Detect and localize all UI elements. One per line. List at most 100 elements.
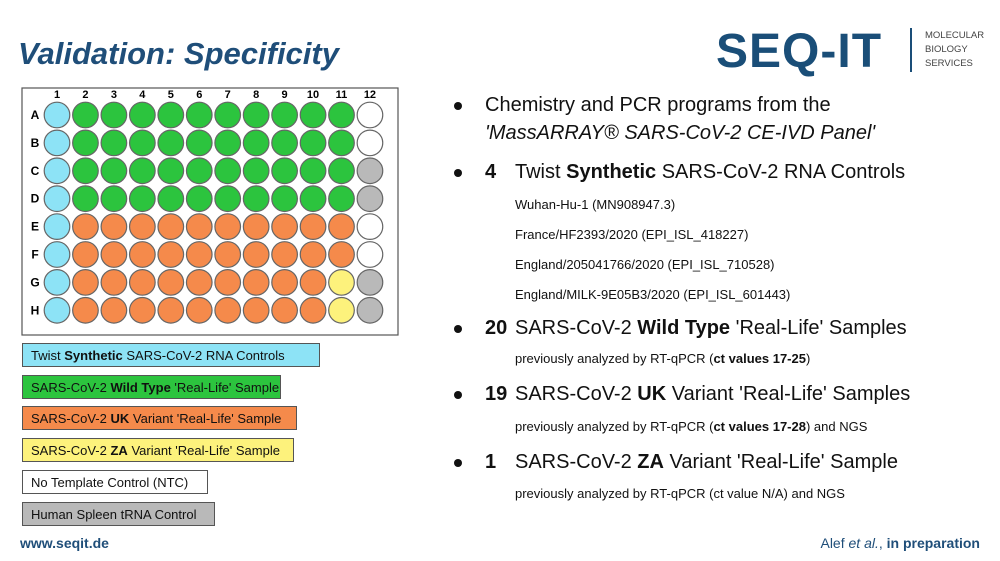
row-label: G xyxy=(30,275,39,289)
text-run: Twist xyxy=(515,161,567,183)
legend-item: No Template Control (NTC) xyxy=(22,469,208,494)
text-run: Variant 'Real-Life' Sample xyxy=(129,411,282,427)
well xyxy=(356,185,384,213)
well xyxy=(214,129,242,157)
well xyxy=(242,213,270,241)
text-run: in preparation xyxy=(886,535,980,551)
well xyxy=(72,185,99,213)
column-label: 3 xyxy=(111,89,117,101)
logo: SEQ-IT xyxy=(716,25,883,78)
well xyxy=(242,129,270,157)
count: 20 xyxy=(485,317,508,339)
text-run: Wild Type xyxy=(637,317,731,339)
well xyxy=(157,296,185,324)
text-run: Variant 'Real-Life' Samples xyxy=(666,383,911,405)
text-run: Synthetic xyxy=(64,348,123,363)
well xyxy=(271,157,299,185)
well xyxy=(128,101,156,129)
well xyxy=(299,213,327,241)
well xyxy=(242,101,270,129)
text-run: , xyxy=(878,535,887,551)
well xyxy=(72,296,99,324)
well xyxy=(242,241,270,268)
well xyxy=(271,241,299,268)
text-run: England/205041766/2020 (EPI_ISL_710528) xyxy=(515,257,775,272)
text-run: ZA xyxy=(637,451,664,473)
well xyxy=(356,241,384,268)
well xyxy=(43,101,71,129)
well xyxy=(299,296,327,324)
well xyxy=(128,185,156,213)
well xyxy=(299,185,327,213)
text-run: 'Real-Life' Sample xyxy=(170,379,280,395)
well xyxy=(157,129,185,157)
well xyxy=(100,185,128,213)
legend-item: SARS-CoV-2 UK Variant 'Real-Life' Sample xyxy=(22,406,297,431)
well xyxy=(271,296,299,324)
well xyxy=(157,241,185,268)
text-run: Twist xyxy=(31,348,65,363)
well xyxy=(242,296,270,324)
row-label: B xyxy=(31,136,40,150)
column-label: 12 xyxy=(364,89,376,101)
well xyxy=(43,213,71,241)
well xyxy=(128,213,156,241)
well xyxy=(100,241,128,268)
text-run: previously analyzed by RT-qPCR ( xyxy=(515,351,714,366)
well xyxy=(356,129,384,157)
citation: Alef et al., in preparation xyxy=(820,535,980,551)
well xyxy=(214,185,242,213)
well xyxy=(328,101,355,129)
well xyxy=(242,157,270,185)
well xyxy=(43,241,71,268)
text-run: ct values 17-28 xyxy=(713,419,806,434)
well xyxy=(214,296,242,324)
text-run: Variant 'Real-Life' Sample xyxy=(663,451,898,473)
bullet-detail: previously analyzed by RT-qPCR (ct value… xyxy=(515,485,845,503)
text-run: SARS-CoV-2 xyxy=(31,411,111,427)
column-label: 4 xyxy=(139,89,146,101)
well xyxy=(128,129,156,157)
well xyxy=(299,241,327,268)
bullet-text: Chemistry and PCR programs from the xyxy=(485,92,831,118)
well xyxy=(128,296,156,324)
text-run: ) and NGS xyxy=(805,419,868,434)
well xyxy=(299,129,327,157)
well xyxy=(100,157,128,185)
well xyxy=(299,269,327,296)
text-run: Wuhan-Hu-1 (MN908947.3) xyxy=(515,197,676,212)
text-run: Wild Type xyxy=(110,379,171,395)
well xyxy=(328,157,355,185)
text-run: SARS-CoV-2 xyxy=(515,317,638,339)
text-run: Variant 'Real-Life' Sample xyxy=(127,443,280,459)
well xyxy=(157,101,185,129)
well xyxy=(185,269,213,296)
count: 1 xyxy=(485,451,497,473)
well xyxy=(214,241,242,268)
row-label: D xyxy=(31,192,40,206)
well xyxy=(100,213,128,241)
well xyxy=(128,269,156,296)
row-label: H xyxy=(31,303,40,317)
bullet xyxy=(454,459,462,467)
well xyxy=(328,241,355,268)
text-run: No Template Control (NTC) xyxy=(31,474,189,490)
column-label: 10 xyxy=(307,89,319,101)
logo-tagline: BIOLOGY xyxy=(925,44,968,55)
column-label: 6 xyxy=(196,89,202,101)
well xyxy=(185,296,213,324)
bullet-text: 19 SARS-CoV-2 UK Variant 'Real-Life' Samp… xyxy=(485,381,910,407)
column-label: 11 xyxy=(336,89,348,101)
text-run: Alef xyxy=(820,535,849,551)
text-run: SARS-CoV-2 xyxy=(515,451,638,473)
text-run: previously analyzed by RT-qPCR ( xyxy=(515,419,714,434)
well xyxy=(100,296,128,324)
well xyxy=(328,296,355,324)
well xyxy=(271,129,299,157)
well xyxy=(43,269,71,296)
well xyxy=(72,157,99,185)
well xyxy=(328,129,355,157)
well xyxy=(299,157,327,185)
